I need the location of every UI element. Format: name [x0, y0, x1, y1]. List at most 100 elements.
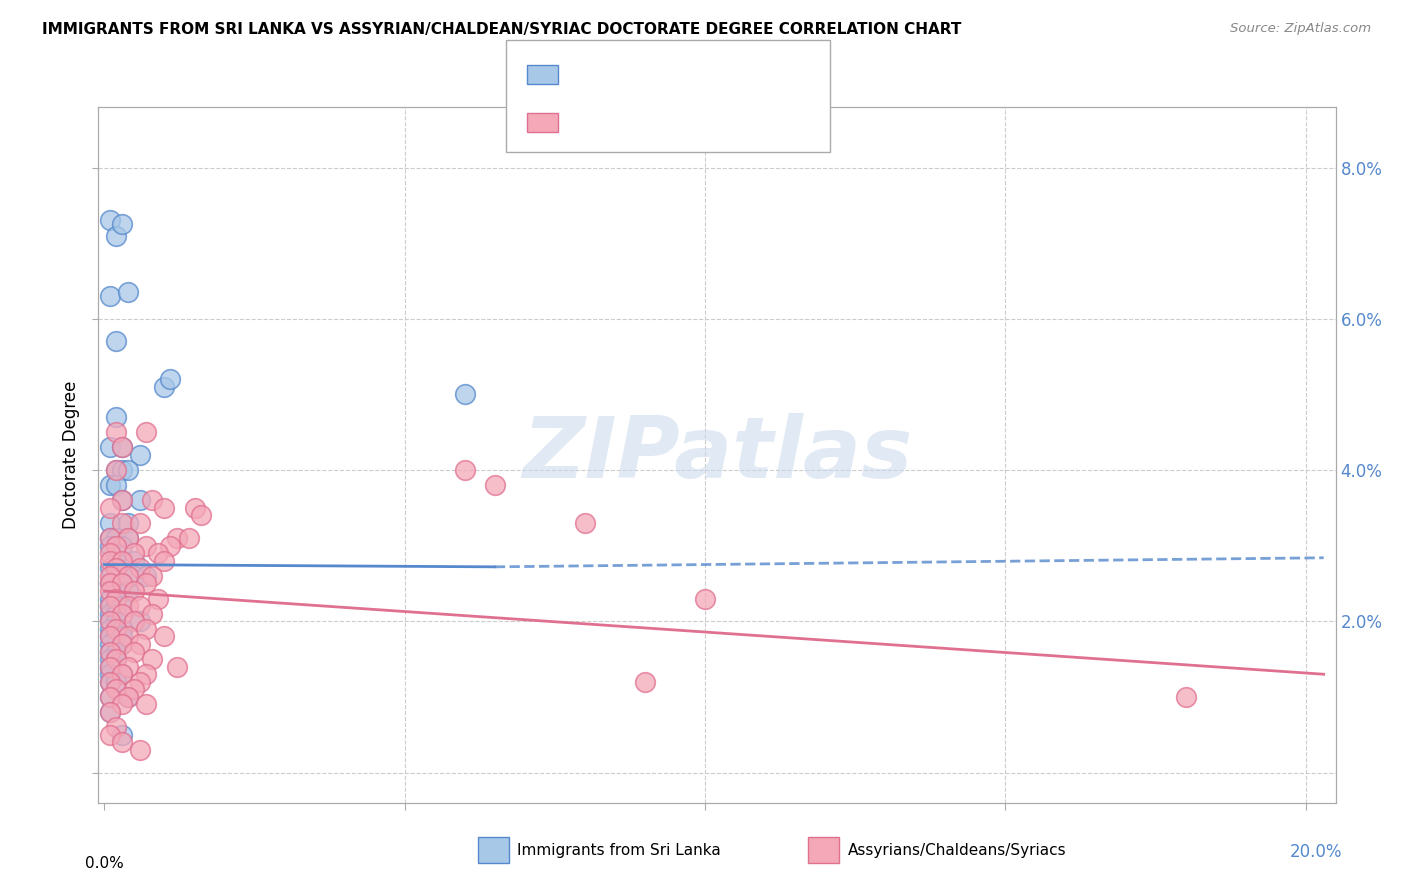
Point — [484, 478, 506, 492]
Point — [100, 569, 122, 583]
Point — [100, 705, 122, 719]
Point — [111, 629, 134, 643]
Point — [166, 659, 188, 673]
Point — [111, 667, 134, 681]
Point — [111, 728, 134, 742]
Point — [105, 228, 128, 243]
Point — [105, 652, 128, 666]
Point — [111, 637, 134, 651]
Point — [129, 674, 152, 689]
Point — [117, 599, 139, 614]
Point — [100, 546, 122, 560]
Point — [135, 539, 157, 553]
Point — [100, 591, 122, 606]
Point — [111, 217, 134, 231]
Point — [100, 531, 122, 545]
Text: R = -0.140   N = 77: R = -0.140 N = 77 — [567, 115, 738, 130]
Point — [135, 698, 157, 712]
Point — [153, 380, 176, 394]
Point — [129, 561, 152, 575]
Point — [105, 591, 128, 606]
Point — [141, 493, 163, 508]
Point — [100, 599, 122, 614]
Point — [124, 554, 146, 568]
Point — [124, 615, 146, 629]
Point — [148, 546, 170, 560]
Point — [100, 690, 122, 704]
Point — [135, 622, 157, 636]
Point — [105, 674, 128, 689]
Point — [693, 591, 716, 606]
Point — [100, 599, 122, 614]
Point — [135, 425, 157, 440]
Point — [117, 690, 139, 704]
Point — [105, 539, 128, 553]
Text: Source: ZipAtlas.com: Source: ZipAtlas.com — [1230, 22, 1371, 36]
Point — [124, 682, 146, 697]
Point — [117, 584, 139, 599]
Point — [153, 554, 176, 568]
Point — [111, 599, 134, 614]
Point — [100, 213, 122, 227]
Point — [100, 644, 122, 658]
Point — [105, 561, 128, 575]
Point — [105, 425, 128, 440]
Y-axis label: Doctorate Degree: Doctorate Degree — [62, 381, 80, 529]
Point — [105, 615, 128, 629]
Text: 20.0%: 20.0% — [1291, 843, 1343, 861]
Point — [105, 561, 128, 575]
Point — [100, 629, 122, 643]
Point — [183, 500, 205, 515]
Point — [153, 629, 176, 643]
Point — [129, 599, 152, 614]
Point — [105, 463, 128, 477]
Point — [117, 629, 139, 643]
Point — [111, 463, 134, 477]
Text: ZIPatlas: ZIPatlas — [522, 413, 912, 497]
Point — [100, 289, 122, 303]
Text: 0.0%: 0.0% — [84, 855, 124, 871]
Point — [454, 463, 477, 477]
Point — [105, 478, 128, 492]
Point — [100, 652, 122, 666]
Point — [100, 728, 122, 742]
Point — [105, 720, 128, 734]
Point — [124, 584, 146, 599]
Point — [100, 644, 122, 658]
Point — [100, 667, 122, 681]
Point — [105, 682, 128, 697]
Point — [105, 629, 128, 643]
Point — [117, 285, 139, 300]
Text: R =  0.006   N = 66: R = 0.006 N = 66 — [567, 67, 737, 82]
Point — [111, 698, 134, 712]
Point — [100, 607, 122, 621]
Point — [111, 607, 134, 621]
Point — [117, 531, 139, 545]
Text: Immigrants from Sri Lanka: Immigrants from Sri Lanka — [517, 843, 721, 857]
Point — [111, 493, 134, 508]
Point — [117, 569, 139, 583]
Point — [100, 516, 122, 530]
Point — [159, 372, 181, 386]
Point — [634, 674, 657, 689]
Point — [100, 615, 122, 629]
Point — [135, 576, 157, 591]
Point — [111, 539, 134, 553]
Point — [129, 743, 152, 757]
Point — [129, 448, 152, 462]
Point — [105, 531, 128, 545]
Point — [159, 539, 181, 553]
Point — [148, 591, 170, 606]
Point — [124, 644, 146, 658]
Point — [100, 576, 122, 591]
Point — [105, 591, 128, 606]
Point — [117, 463, 139, 477]
Point — [100, 659, 122, 673]
Text: Assyrians/Chaldeans/Syriacs: Assyrians/Chaldeans/Syriacs — [848, 843, 1066, 857]
Point — [177, 531, 200, 545]
Point — [111, 554, 134, 568]
Point — [141, 607, 163, 621]
Point — [129, 615, 152, 629]
Point — [124, 546, 146, 560]
Point — [111, 667, 134, 681]
